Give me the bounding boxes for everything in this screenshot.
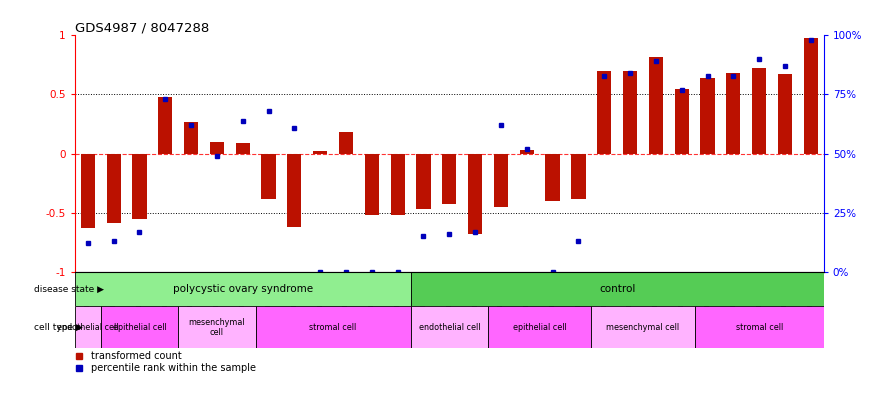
- Bar: [365, 154, 379, 215]
- Text: polycystic ovary syndrome: polycystic ovary syndrome: [173, 284, 313, 294]
- Bar: [694, 306, 824, 348]
- Bar: [468, 154, 482, 234]
- Bar: [752, 68, 766, 154]
- Text: epithelial cell: epithelial cell: [513, 323, 566, 332]
- Text: stromal cell: stromal cell: [309, 323, 357, 332]
- Bar: [591, 306, 694, 348]
- Text: mesenchymal cell: mesenchymal cell: [606, 323, 679, 332]
- Bar: [411, 272, 824, 306]
- Bar: [313, 151, 328, 154]
- Bar: [159, 97, 173, 154]
- Text: stromal cell: stromal cell: [736, 323, 783, 332]
- Bar: [417, 154, 431, 209]
- Bar: [623, 71, 637, 154]
- Bar: [339, 132, 353, 154]
- Bar: [778, 74, 792, 154]
- Bar: [81, 154, 95, 228]
- Text: epithelial cell: epithelial cell: [113, 323, 167, 332]
- Bar: [700, 78, 714, 154]
- Bar: [75, 306, 100, 348]
- Text: endothelial cell: endothelial cell: [57, 323, 119, 332]
- Bar: [520, 150, 534, 154]
- Bar: [75, 272, 411, 306]
- Bar: [597, 71, 611, 154]
- Bar: [545, 154, 559, 201]
- Bar: [210, 142, 224, 154]
- Text: control: control: [599, 284, 635, 294]
- Bar: [255, 306, 411, 348]
- Text: disease state ▶: disease state ▶: [33, 285, 104, 294]
- Bar: [184, 122, 198, 154]
- Bar: [178, 306, 255, 348]
- Bar: [648, 57, 663, 154]
- Bar: [675, 88, 689, 154]
- Text: endothelial cell: endothelial cell: [418, 323, 480, 332]
- Text: percentile rank within the sample: percentile rank within the sample: [92, 363, 256, 373]
- Bar: [494, 154, 508, 207]
- Bar: [390, 154, 404, 215]
- Bar: [803, 38, 818, 154]
- Bar: [132, 154, 146, 219]
- Bar: [235, 143, 250, 154]
- Bar: [488, 306, 591, 348]
- Bar: [262, 154, 276, 198]
- Text: cell type ▶: cell type ▶: [33, 323, 83, 332]
- Text: GDS4987 / 8047288: GDS4987 / 8047288: [75, 21, 209, 34]
- Bar: [442, 154, 456, 204]
- Bar: [107, 154, 121, 223]
- Text: mesenchymal
cell: mesenchymal cell: [189, 318, 245, 337]
- Bar: [571, 154, 586, 198]
- Bar: [100, 306, 178, 348]
- Bar: [726, 73, 740, 154]
- Bar: [411, 306, 488, 348]
- Bar: [287, 154, 301, 227]
- Text: transformed count: transformed count: [92, 351, 182, 361]
